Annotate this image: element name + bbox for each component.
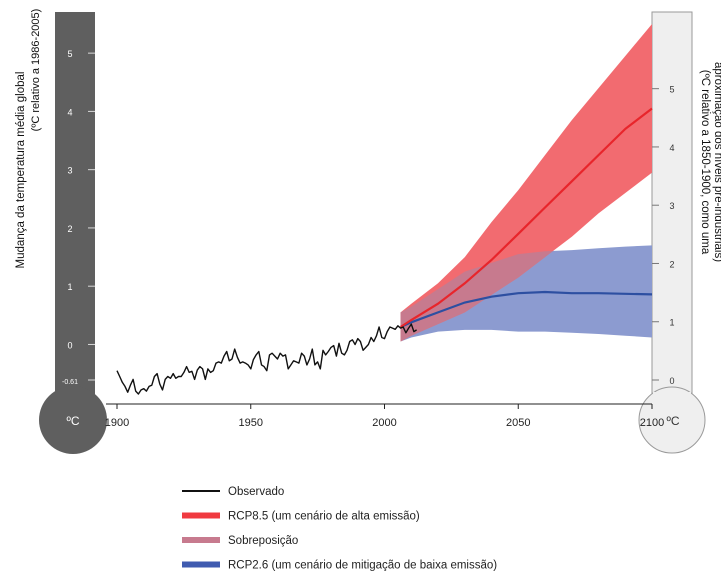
left-tick-label: 0: [67, 340, 72, 350]
x-tick-label: 2000: [372, 417, 396, 429]
legend-swatch: [182, 537, 220, 543]
right-thermometer-join: [653, 392, 691, 402]
legend-item-rcp85: RCP8.5 (um cenário de alta emissão): [182, 511, 420, 523]
legend-swatch: [182, 561, 220, 568]
left-thermometer: ºC 5 4 3 2 1 0 -0.61: [39, 12, 107, 454]
legend-label: Sobreposição: [228, 535, 298, 547]
rcp26-line: [400, 290, 653, 329]
right-tick-label: 4: [669, 143, 674, 153]
right-unit-label: ºC: [666, 414, 679, 428]
legend-swatch: [182, 512, 220, 519]
left-thermometer-tube: [55, 12, 95, 402]
observed-line: [116, 323, 417, 395]
legend-label: RCP8.5 (um cenário de alta emissão): [228, 511, 420, 523]
right-thermometer: ºC 5 4 3 2 1 0: [638, 11, 706, 454]
left-tick-label: 3: [67, 166, 72, 176]
left-axis-ticks: 5 4 3 2 1 0 -0.61: [62, 49, 95, 386]
right-tick-label: 2: [669, 259, 674, 269]
x-tick-label: 2100: [640, 417, 664, 429]
legend-item-observed: Observado: [182, 486, 284, 498]
legend-label: RCP2.6 (um cenário de mitigação de baixa…: [228, 560, 497, 572]
right-tick-label: 1: [669, 318, 674, 328]
legend-label: Observado: [228, 486, 284, 498]
left-thermometer-bulb: [39, 386, 107, 454]
right-axis-ticks: 5 4 3 2 1 0: [652, 85, 675, 386]
x-tick-label: 1950: [239, 417, 263, 429]
x-tick-label: 1900: [105, 417, 129, 429]
left-tick-label: 1: [67, 282, 72, 292]
left-axis-label-line1: Mudança da temperatura média global: [15, 72, 27, 269]
right-axis-label-line1: (ºC relativo a 1850-1900, como uma: [699, 70, 711, 255]
right-tick-label: 5: [669, 85, 674, 95]
legend: Observado RCP8.5 (um cenário de alta emis…: [182, 486, 497, 572]
right-tick-label: 0: [669, 376, 674, 386]
series-lines: [116, 107, 653, 395]
left-axis-label-line2: (ºC relativo a 1986-2005): [30, 9, 42, 132]
legend-item-rcp26: RCP2.6 (um cenário de mitigação de baixa…: [182, 560, 497, 572]
right-tick-label: 3: [669, 201, 674, 211]
left-tick-label: 2: [67, 224, 72, 234]
x-tick-label: 2050: [506, 417, 530, 429]
x-axis-ticks: 1900 1950 2000 2050 2100: [105, 404, 664, 429]
left-tick-label: 4: [67, 107, 72, 117]
left-unit-label: ºC: [66, 414, 79, 428]
left-tick-label: 5: [67, 49, 72, 59]
rcp85-line: [399, 107, 653, 328]
left-tick-label: -0.61: [62, 379, 78, 386]
legend-swatch: [182, 490, 220, 492]
rcp85-uncertainty-band: [400, 24, 652, 342]
legend-item-overlap: Sobreposição: [182, 535, 298, 547]
right-axis-label-line2: aproximação dos níveis pré-industriais): [712, 62, 721, 262]
right-thermometer-bulb: [638, 386, 706, 454]
